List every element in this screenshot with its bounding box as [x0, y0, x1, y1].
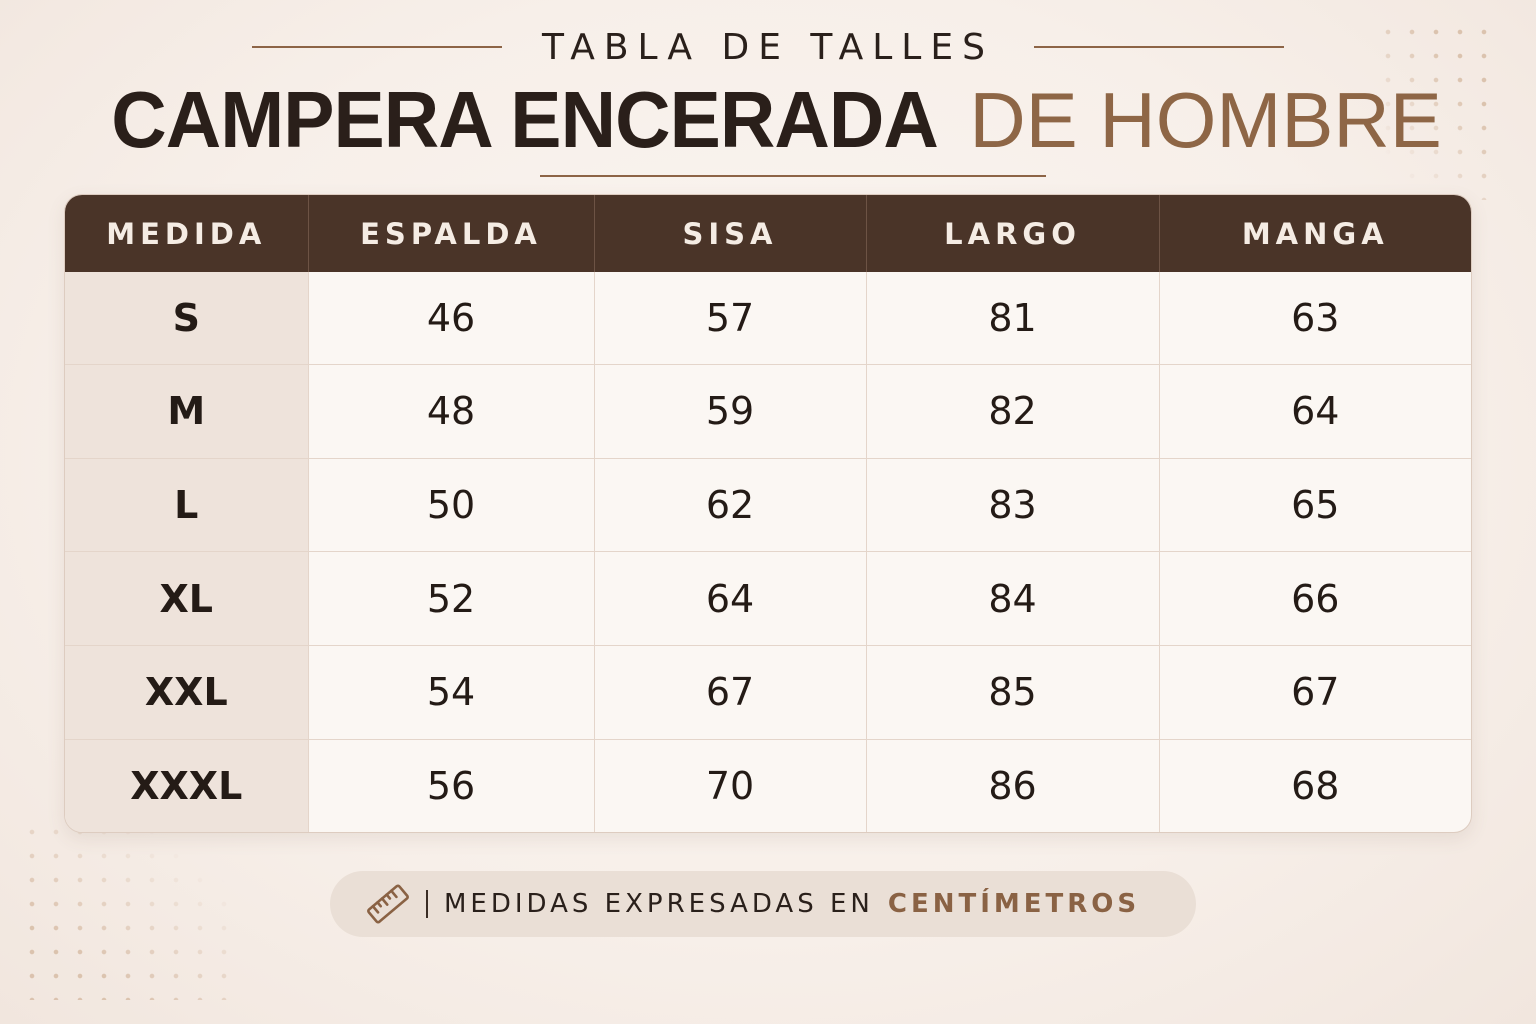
size-cell: XXL	[65, 645, 308, 740]
largo-cell: 83	[865, 457, 1159, 552]
ruler-icon	[364, 880, 412, 928]
column-header-espalda: ESPALDA	[307, 195, 594, 272]
espalda-cell: 52	[307, 551, 594, 646]
size-cell: XL	[65, 551, 308, 646]
largo-cell: 84	[865, 551, 1159, 646]
sisa-cell: 70	[593, 738, 866, 832]
manga-cell: 63	[1158, 272, 1471, 365]
kicker-line-right	[1033, 46, 1284, 48]
table-row: M 48 59 82 64	[65, 364, 1471, 459]
sisa-cell: 62	[593, 457, 866, 552]
espalda-cell: 54	[307, 645, 594, 740]
sisa-cell: 64	[593, 551, 866, 646]
kicker-line-left	[252, 46, 503, 48]
largo-cell: 81	[865, 272, 1159, 365]
espalda-cell: 48	[307, 364, 594, 459]
units-note-accent: CENTÍMETROS	[887, 889, 1141, 919]
sisa-cell: 59	[593, 364, 866, 459]
column-header-manga: MANGA	[1158, 195, 1471, 272]
size-cell: S	[65, 272, 308, 365]
column-header-sisa: SISA	[593, 195, 866, 272]
table-row: S 46 57 81 63	[65, 272, 1471, 365]
units-note-text: MEDIDAS EXPRESADAS EN	[444, 889, 874, 919]
units-note: MEDIDAS EXPRESADAS EN CENTÍMETROS	[330, 871, 1196, 937]
title-main: CAMPERA ENCERADA	[111, 75, 939, 164]
kicker-title: TABLA DE TALLES	[542, 26, 994, 68]
pill-separator	[426, 890, 428, 918]
decorative-dots-bottom-left	[20, 820, 240, 1000]
size-table-card: MEDIDA ESPALDA SISA LARGO MANGA S 46 57 …	[64, 194, 1472, 833]
manga-cell: 64	[1158, 364, 1471, 459]
size-cell: XXXL	[65, 738, 308, 832]
largo-cell: 85	[865, 645, 1159, 740]
manga-cell: 66	[1158, 551, 1471, 646]
espalda-cell: 46	[307, 272, 594, 365]
table-header-row: MEDIDA ESPALDA SISA LARGO MANGA	[65, 195, 1471, 272]
sisa-cell: 57	[593, 272, 866, 365]
manga-cell: 68	[1158, 738, 1471, 832]
sisa-cell: 67	[593, 645, 866, 740]
size-cell: M	[65, 364, 308, 459]
kicker-row: TABLA DE TALLES	[0, 24, 1536, 70]
title-accent: DE HOMBRE	[969, 76, 1442, 164]
column-header-medida: MEDIDA	[65, 195, 308, 272]
espalda-cell: 56	[307, 738, 594, 832]
table-row: XL 52 64 84 66	[65, 551, 1471, 646]
page-title: CAMPERA ENCERADA DE HOMBRE	[0, 74, 1536, 188]
size-cell: L	[65, 457, 308, 552]
column-header-largo: LARGO	[865, 195, 1159, 272]
largo-cell: 82	[865, 364, 1159, 459]
espalda-cell: 50	[307, 457, 594, 552]
table-row: XXXL 56 70 86 68	[65, 738, 1471, 832]
table-row: XXL 54 67 85 67	[65, 645, 1471, 740]
manga-cell: 67	[1158, 645, 1471, 740]
title-underline	[540, 175, 1046, 177]
manga-cell: 65	[1158, 457, 1471, 552]
size-table: MEDIDA ESPALDA SISA LARGO MANGA S 46 57 …	[65, 195, 1471, 832]
decorative-dots-top-right	[1376, 20, 1496, 200]
largo-cell: 86	[865, 738, 1159, 832]
table-row: L 50 62 83 65	[65, 457, 1471, 552]
